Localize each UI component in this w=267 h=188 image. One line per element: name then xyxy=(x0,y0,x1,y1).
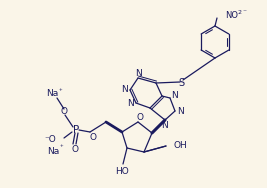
Text: ⁻: ⁻ xyxy=(242,8,246,17)
Text: OH: OH xyxy=(174,140,188,149)
Text: N: N xyxy=(127,99,134,108)
Text: N: N xyxy=(177,108,183,117)
Text: N: N xyxy=(136,70,142,79)
Text: N: N xyxy=(121,86,127,95)
Text: O: O xyxy=(136,114,143,123)
Text: NO: NO xyxy=(225,11,238,20)
Text: N: N xyxy=(172,92,178,101)
Text: O: O xyxy=(89,133,96,142)
Text: Na: Na xyxy=(46,89,58,99)
Text: Na: Na xyxy=(47,148,59,156)
Text: HO: HO xyxy=(115,167,129,176)
Text: ⁺: ⁺ xyxy=(58,89,62,95)
Text: 2: 2 xyxy=(237,11,241,15)
Text: N: N xyxy=(161,121,167,130)
Text: S: S xyxy=(178,78,184,88)
Text: O: O xyxy=(72,145,78,153)
Text: P: P xyxy=(73,125,79,135)
Text: ⁺: ⁺ xyxy=(59,145,63,151)
Text: O: O xyxy=(61,106,68,115)
Text: ⁻O: ⁻O xyxy=(44,134,56,143)
